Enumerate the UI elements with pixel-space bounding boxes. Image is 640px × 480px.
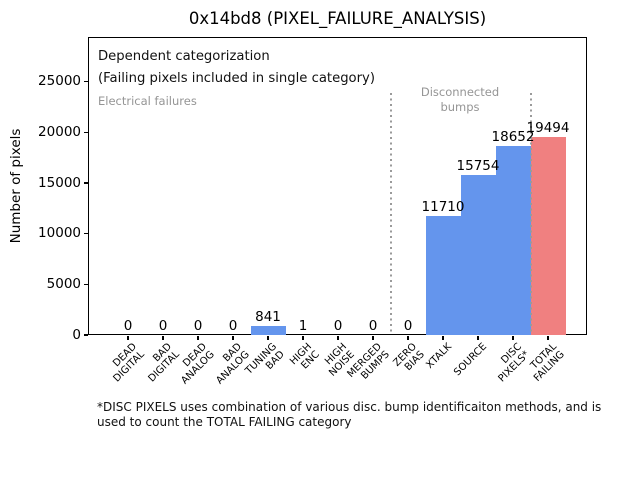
bar-value-label: 0 [193, 318, 203, 334]
bar [460, 175, 496, 335]
y-axis-tick-label: 5000 [46, 275, 81, 292]
bar-value-label: 0 [228, 318, 238, 334]
y-axis-tick-label: 10000 [38, 225, 81, 242]
y-axis-tick-label: 25000 [38, 73, 81, 90]
bar-value-label: 0 [123, 318, 133, 334]
x-axis-tick [337, 336, 339, 340]
y-axis-tick [84, 334, 88, 336]
bar-value-label: 0 [333, 318, 343, 334]
x-axis-tick [197, 336, 199, 340]
y-axis-tick [84, 182, 88, 184]
x-axis-tick [407, 336, 409, 340]
x-axis-tick [232, 336, 234, 340]
x-axis-tick [127, 336, 129, 340]
x-axis-tick [162, 336, 164, 340]
y-axis-tick [84, 131, 88, 133]
x-axis-tick [442, 336, 444, 340]
y-axis-tick [84, 283, 88, 285]
bar-value-label: 1 [298, 317, 308, 334]
x-axis-tick [302, 336, 304, 340]
bar-value-label: 15754 [456, 158, 500, 175]
footnote: *DISC PIXELS uses combination of various… [97, 400, 602, 429]
bar [425, 216, 461, 335]
y-axis-tick [84, 81, 88, 83]
bar-value-label: 0 [158, 318, 168, 334]
x-axis-tick [512, 336, 514, 340]
y-axis-tick-label: 20000 [38, 123, 81, 140]
bar-value-label: 0 [403, 318, 413, 334]
bar-value-label: 11710 [421, 199, 465, 216]
bar-value-label: 19494 [526, 120, 570, 137]
y-axis-tick-label: 15000 [38, 174, 81, 191]
category-separator-line [389, 93, 392, 335]
x-axis-tick [267, 336, 269, 340]
annotation-disconnected-bumps: Disconnected bumps [420, 85, 500, 114]
bar [530, 137, 566, 335]
y-axis-tick [84, 233, 88, 235]
x-axis-tick [372, 336, 374, 340]
category-separator-line [529, 93, 532, 335]
annotation-electrical-failures: Electrical failures [98, 94, 197, 108]
y-axis-tick-label: 0 [72, 326, 81, 343]
bar-value-label: 0 [368, 318, 378, 334]
bar-value-label: 18652 [491, 129, 535, 146]
x-axis-tick [547, 336, 549, 340]
chart-title: 0x14bd8 (PIXEL_FAILURE_ANALYSIS) [188, 9, 487, 28]
bar-value-label: 841 [255, 309, 281, 326]
bar [250, 326, 286, 335]
bar [495, 146, 531, 335]
x-axis-tick [477, 336, 479, 340]
annotation-dependent-categorization: Dependent categorization (Failing pixels… [98, 49, 376, 86]
